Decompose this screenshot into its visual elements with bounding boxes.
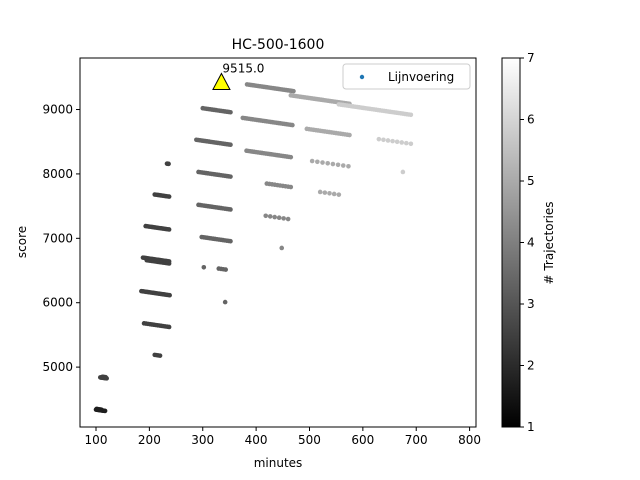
data-point <box>376 136 382 142</box>
x-tick-label: 700 <box>405 433 428 447</box>
data-point <box>157 353 163 358</box>
data-point <box>400 169 406 175</box>
data-point <box>390 138 395 144</box>
x-axis-ticks: 100 200 300 400 500 600 700 800 <box>85 427 481 447</box>
plot-frame <box>79 57 477 428</box>
colorbar-tick-label: 1 <box>527 420 535 434</box>
x-tick-label: 800 <box>458 433 481 447</box>
data-point <box>279 245 285 251</box>
x-tick-label: 600 <box>351 433 374 447</box>
colorbar-tick-label: 3 <box>527 297 535 311</box>
y-axis-label: score <box>15 226 29 258</box>
data-point <box>166 161 171 167</box>
data-point <box>335 162 341 168</box>
data-point <box>166 324 172 330</box>
legend-box <box>342 63 471 90</box>
y-tick-label: 9000 <box>42 103 73 117</box>
colorbar-tick-label: 4 <box>527 236 535 250</box>
data-point <box>281 216 286 221</box>
data-point <box>290 122 295 128</box>
x-axis-label: minutes <box>254 456 303 470</box>
best-point: 9515.0 <box>212 61 264 90</box>
legend-marker <box>359 74 365 80</box>
colorbar-ticks: 1 2 3 4 5 6 7 <box>520 51 535 434</box>
x-tick-label: 400 <box>245 433 268 447</box>
data-point <box>315 159 320 165</box>
legend: Lijnvoering <box>342 63 471 90</box>
data-point <box>394 139 400 145</box>
colorbar-tick-label: 5 <box>527 174 535 188</box>
data-point <box>331 191 337 197</box>
y-tick-label: 7000 <box>42 231 73 245</box>
y-axis-ticks: 5000 6000 7000 8000 9000 <box>42 103 80 374</box>
best-point-marker <box>212 72 231 90</box>
data-point <box>99 407 104 412</box>
data-point <box>272 214 277 220</box>
data-point <box>288 184 294 190</box>
data-point <box>408 141 414 147</box>
colorbar-tick-label: 6 <box>527 113 535 127</box>
y-tick-label: 8000 <box>42 167 73 181</box>
data-point <box>222 299 228 305</box>
y-tick-label: 6000 <box>42 296 73 310</box>
x-tick-label: 300 <box>191 433 214 447</box>
data-point <box>201 264 207 270</box>
data-point <box>330 161 336 167</box>
data-point <box>288 154 294 160</box>
plot-area: 9515.0 100 200 300 400 500 600 700 800 5000 6000… <box>42 57 481 447</box>
data-point <box>228 207 233 212</box>
colorbar-tick-label: 7 <box>527 51 535 65</box>
data-point <box>327 191 332 196</box>
data-point <box>228 238 233 244</box>
colorbar-tick-label: 2 <box>527 359 535 373</box>
data-point <box>346 163 351 169</box>
data-point <box>291 88 296 94</box>
data-point <box>309 158 315 164</box>
data-point <box>325 160 331 166</box>
data-point <box>166 227 172 232</box>
data-point <box>166 194 172 199</box>
data-point <box>263 213 269 219</box>
data-point <box>228 109 233 115</box>
y-tick-label: 5000 <box>42 360 73 374</box>
data-point <box>223 267 228 272</box>
data-point <box>385 138 391 143</box>
data-point <box>404 140 409 146</box>
data-point <box>336 192 342 197</box>
data-point <box>267 214 273 219</box>
data-point <box>381 137 386 143</box>
data-point <box>399 140 405 145</box>
data-point <box>320 160 325 165</box>
data-point <box>276 215 282 221</box>
data-point <box>340 163 346 168</box>
data-point <box>322 190 328 195</box>
colorbar-gradient <box>501 57 521 428</box>
data-point <box>228 174 233 179</box>
data-point <box>102 408 108 414</box>
colorbar: 1 2 3 4 5 6 7 # Trajectories <box>501 51 556 434</box>
x-tick-label: 100 <box>85 433 108 447</box>
data-point <box>166 259 172 264</box>
legend-entry-label: Lijnvoering <box>388 70 454 84</box>
data-point <box>347 132 352 138</box>
chart-title: HC-500-1600 <box>232 37 325 53</box>
best-point-label: 9515.0 <box>222 61 264 75</box>
data-point <box>317 189 323 195</box>
data-point <box>408 112 414 118</box>
x-tick-label: 200 <box>138 433 161 447</box>
data-point <box>103 374 108 380</box>
colorbar-label: # Trajectories <box>542 202 556 285</box>
x-tick-label: 500 <box>298 433 321 447</box>
data-point <box>167 292 172 298</box>
data-point <box>285 216 291 222</box>
data-point <box>228 142 233 148</box>
data-points <box>93 82 414 414</box>
